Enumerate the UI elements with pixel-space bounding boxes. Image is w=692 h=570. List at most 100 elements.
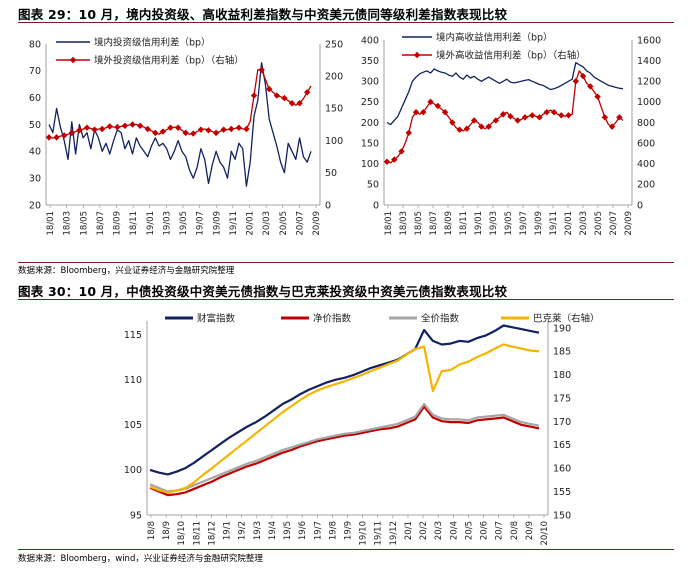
y-tick-label: 95 bbox=[130, 510, 142, 521]
series-marker bbox=[456, 126, 463, 133]
x-tick-label: 19/09 bbox=[212, 211, 222, 236]
series-marker bbox=[499, 111, 507, 118]
series-marker bbox=[304, 89, 311, 96]
legend-label: 境外高收益信用利差（bp）（右轴） bbox=[436, 50, 586, 62]
x-tick-label: 19/11 bbox=[549, 211, 559, 236]
x-tick-label: 18/05 bbox=[414, 211, 424, 236]
series-marker bbox=[441, 108, 449, 116]
legend-label: 境外投资级信用利差（bp）（右轴） bbox=[94, 55, 244, 67]
figure-30-title: 图表 30：10 月，中债投资级中资美元债指数与巴克莱投资级中资美元债指数表现比… bbox=[18, 284, 508, 299]
series-marker bbox=[550, 108, 558, 116]
x-tick-label: 19/5 bbox=[283, 521, 293, 540]
legend-label: 境内投资级信用利差（bp） bbox=[94, 37, 211, 49]
series-marker bbox=[514, 117, 521, 124]
series-marker bbox=[68, 129, 75, 137]
x-tick-label: 18/11 bbox=[459, 211, 469, 236]
series-marker bbox=[91, 126, 98, 133]
series-line-2 bbox=[149, 405, 540, 497]
series-marker bbox=[83, 124, 91, 131]
x-tick-label: 18/10 bbox=[177, 521, 187, 546]
y-right-tick-label: 400 bbox=[637, 159, 655, 170]
y-right-tick-label: 800 bbox=[637, 118, 655, 129]
series-marker bbox=[608, 123, 616, 130]
legend-label: 全价指数 bbox=[421, 313, 460, 325]
series-marker bbox=[266, 85, 273, 93]
y-tick-label: 60 bbox=[29, 93, 41, 104]
y-right-tick-label: 185 bbox=[553, 347, 571, 358]
x-tick-label: 20/09 bbox=[312, 211, 322, 236]
series-marker bbox=[529, 112, 536, 119]
figure-30-source-rule bbox=[18, 549, 674, 550]
y-tick-label: 20 bbox=[29, 200, 41, 211]
series-marker bbox=[174, 124, 182, 131]
series-line-3 bbox=[149, 402, 540, 493]
series-line-1 bbox=[48, 62, 312, 187]
series-marker bbox=[250, 92, 258, 99]
y-right-tick-label: 1600 bbox=[637, 35, 661, 46]
series-line-2 bbox=[386, 70, 624, 164]
series-marker bbox=[220, 126, 227, 133]
x-tick-label: 19/7 bbox=[313, 521, 323, 540]
x-tick-label: 20/4 bbox=[449, 521, 459, 540]
series-marker bbox=[273, 92, 281, 99]
series-marker bbox=[159, 128, 167, 135]
series-marker bbox=[190, 130, 197, 137]
x-tick-label: 19/07 bbox=[196, 211, 206, 236]
x-tick-label: 19/1 bbox=[223, 521, 233, 540]
series-marker bbox=[427, 98, 434, 106]
series-marker bbox=[558, 112, 565, 119]
x-tick-label: 19/05 bbox=[504, 211, 514, 236]
legend-label: 净价指数 bbox=[313, 313, 352, 325]
series-marker bbox=[205, 127, 212, 134]
y-right-tick-label: 150 bbox=[553, 510, 571, 521]
series-marker bbox=[470, 117, 478, 124]
y-right-tick-label: 50 bbox=[325, 168, 337, 179]
series-marker bbox=[398, 148, 405, 155]
x-tick-label: 20/07 bbox=[609, 211, 619, 236]
x-tick-label: 19/11 bbox=[229, 211, 239, 236]
series-marker bbox=[536, 114, 543, 121]
x-tick-label: 18/12 bbox=[207, 521, 217, 546]
x-tick-label: 20/6 bbox=[480, 521, 490, 540]
series-marker bbox=[601, 114, 609, 121]
y-tick-label: 30 bbox=[29, 173, 41, 184]
figure-30-title-rule bbox=[18, 299, 674, 300]
figure-29-title-rule bbox=[18, 22, 674, 23]
series-marker bbox=[405, 129, 412, 137]
figure-29-source-rule bbox=[18, 262, 674, 263]
legend: 财富指数 净价指数 全价指数 巴克莱（右轴） bbox=[165, 313, 600, 325]
y-right-tick-label: 200 bbox=[325, 72, 343, 83]
series-marker bbox=[594, 93, 601, 100]
y-tick-label: 350 bbox=[361, 56, 379, 67]
x-tick-label: 20/9 bbox=[525, 521, 535, 540]
series-marker bbox=[616, 114, 623, 121]
y-tick-label: 115 bbox=[124, 330, 142, 341]
series-marker bbox=[45, 134, 53, 141]
x-tick-label: 20/01 bbox=[564, 211, 574, 236]
legend: 境内高收益信用利差（bp） 境外高收益信用利差（bp）（右轴） bbox=[402, 32, 586, 62]
y-right-tick-label: 180 bbox=[553, 370, 571, 381]
y-tick-label: 105 bbox=[124, 420, 142, 431]
x-tick-label: 18/03 bbox=[399, 211, 409, 236]
series-line-1 bbox=[386, 62, 624, 126]
chart-1: 20 30 40 50 60 70 80 0 50 100 150 200 250 18/01 18/03 1… bbox=[29, 37, 343, 236]
y-right-tick-label: 190 bbox=[553, 323, 571, 334]
series-marker bbox=[391, 156, 398, 163]
x-tick-label: 19/9 bbox=[344, 521, 354, 540]
y-tick-label: 50 bbox=[367, 180, 379, 191]
x-tick-label: 18/03 bbox=[63, 211, 73, 236]
series-marker bbox=[136, 122, 144, 129]
x-tick-label: 20/01 bbox=[246, 211, 256, 236]
y-tick-label: 100 bbox=[124, 465, 142, 476]
series-marker bbox=[121, 122, 129, 129]
figure-29-title: 图表 29：10 月，境内投资级、高收益利差指数与中资美元债同等级利差指数表现比… bbox=[18, 7, 508, 22]
y-tick-label: 400 bbox=[361, 35, 379, 46]
series-marker bbox=[60, 132, 68, 139]
y-tick-label: 200 bbox=[361, 118, 379, 129]
x-tick-label: 19/01 bbox=[474, 211, 484, 236]
series-marker bbox=[129, 121, 136, 128]
series-marker bbox=[572, 78, 579, 85]
x-tick-label: 19/8 bbox=[328, 521, 338, 540]
x-tick-label: 19/01 bbox=[146, 211, 156, 236]
series-marker bbox=[144, 125, 151, 133]
